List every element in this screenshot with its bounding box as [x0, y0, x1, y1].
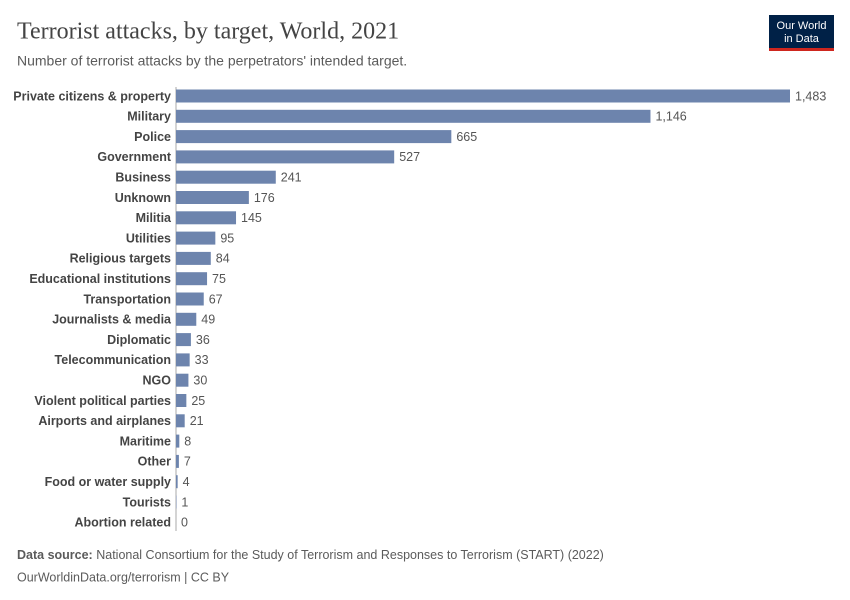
bar [176, 353, 190, 367]
value-label: 8 [184, 434, 191, 448]
logo [769, 15, 834, 51]
value-label: 75 [212, 272, 226, 286]
category-label: Other [138, 455, 171, 469]
category-label: Private citizens & property [13, 89, 171, 103]
category-label: Journalists & media [52, 313, 172, 327]
bar [176, 394, 187, 407]
category-label: Educational institutions [29, 272, 171, 286]
category-label: Telecommunication [55, 353, 171, 367]
category-label: Police [134, 130, 171, 144]
category-label: Transportation [83, 292, 171, 306]
value-label: 4 [183, 475, 190, 489]
bar [176, 130, 452, 144]
value-label: 0 [181, 516, 188, 530]
category-label: Business [115, 170, 171, 184]
bar [176, 434, 180, 448]
category-label: Violent political parties [34, 394, 171, 408]
bar [176, 150, 395, 164]
value-label: 527 [399, 150, 420, 164]
category-label: Militia [136, 211, 172, 225]
bar [176, 292, 204, 306]
category-label: Utilities [126, 231, 171, 245]
category-label: Diplomatic [107, 333, 171, 347]
value-label: 1,146 [655, 110, 686, 124]
value-label: 25 [191, 394, 205, 408]
footer: OurWorldinData.org/terrorism | CC BY [17, 570, 230, 584]
category-label: Tourists [123, 495, 171, 509]
value-label: 36 [196, 333, 210, 347]
value-label: 84 [216, 252, 230, 266]
value-label: 145 [241, 211, 262, 225]
logo-stripe [769, 48, 834, 51]
category-label: Religious targets [70, 252, 171, 266]
category-label: Maritime [120, 434, 171, 448]
chart-title: Terrorist attacks, by target, World, 202… [17, 19, 399, 45]
bar [176, 475, 178, 489]
chart-subtitle: Number of terrorist attacks by the perpe… [17, 53, 407, 69]
bar [176, 211, 237, 225]
value-label: 95 [220, 231, 234, 245]
bar [176, 272, 208, 286]
value-label: 1,483 [795, 89, 826, 103]
value-label: 49 [201, 313, 215, 327]
bar [176, 231, 216, 245]
source-note: Data source: National Consortium for the… [17, 548, 604, 562]
value-label: 7 [184, 455, 191, 469]
value-label: 67 [209, 292, 223, 306]
category-label: Food or water supply [45, 475, 171, 489]
source-label: Data source: [17, 548, 93, 562]
value-label: 1 [181, 495, 188, 509]
logo-text: in Data [784, 33, 820, 45]
bar [176, 251, 211, 265]
category-label: Military [127, 110, 171, 124]
bar [176, 170, 276, 184]
value-label: 21 [190, 414, 204, 428]
bar [176, 454, 179, 468]
value-label: 33 [195, 353, 209, 367]
bar [176, 191, 249, 204]
source: National Consortium for the Study of Ter… [96, 548, 604, 562]
value-label: 30 [193, 373, 207, 387]
category-label: Abortion related [74, 516, 171, 530]
bar [176, 312, 197, 326]
bar [176, 109, 651, 123]
bar [176, 373, 189, 387]
bar [176, 89, 790, 103]
value-label: 241 [281, 170, 302, 184]
value-label: 176 [254, 191, 275, 205]
value-label: 665 [456, 130, 477, 144]
logo-text: Our World [777, 20, 827, 32]
category-label: Unknown [115, 191, 171, 205]
bar [176, 333, 191, 347]
category-label: NGO [143, 373, 172, 387]
category-label: Airports and airplanes [38, 414, 171, 428]
bar [176, 414, 185, 428]
category-label: Government [97, 150, 171, 164]
